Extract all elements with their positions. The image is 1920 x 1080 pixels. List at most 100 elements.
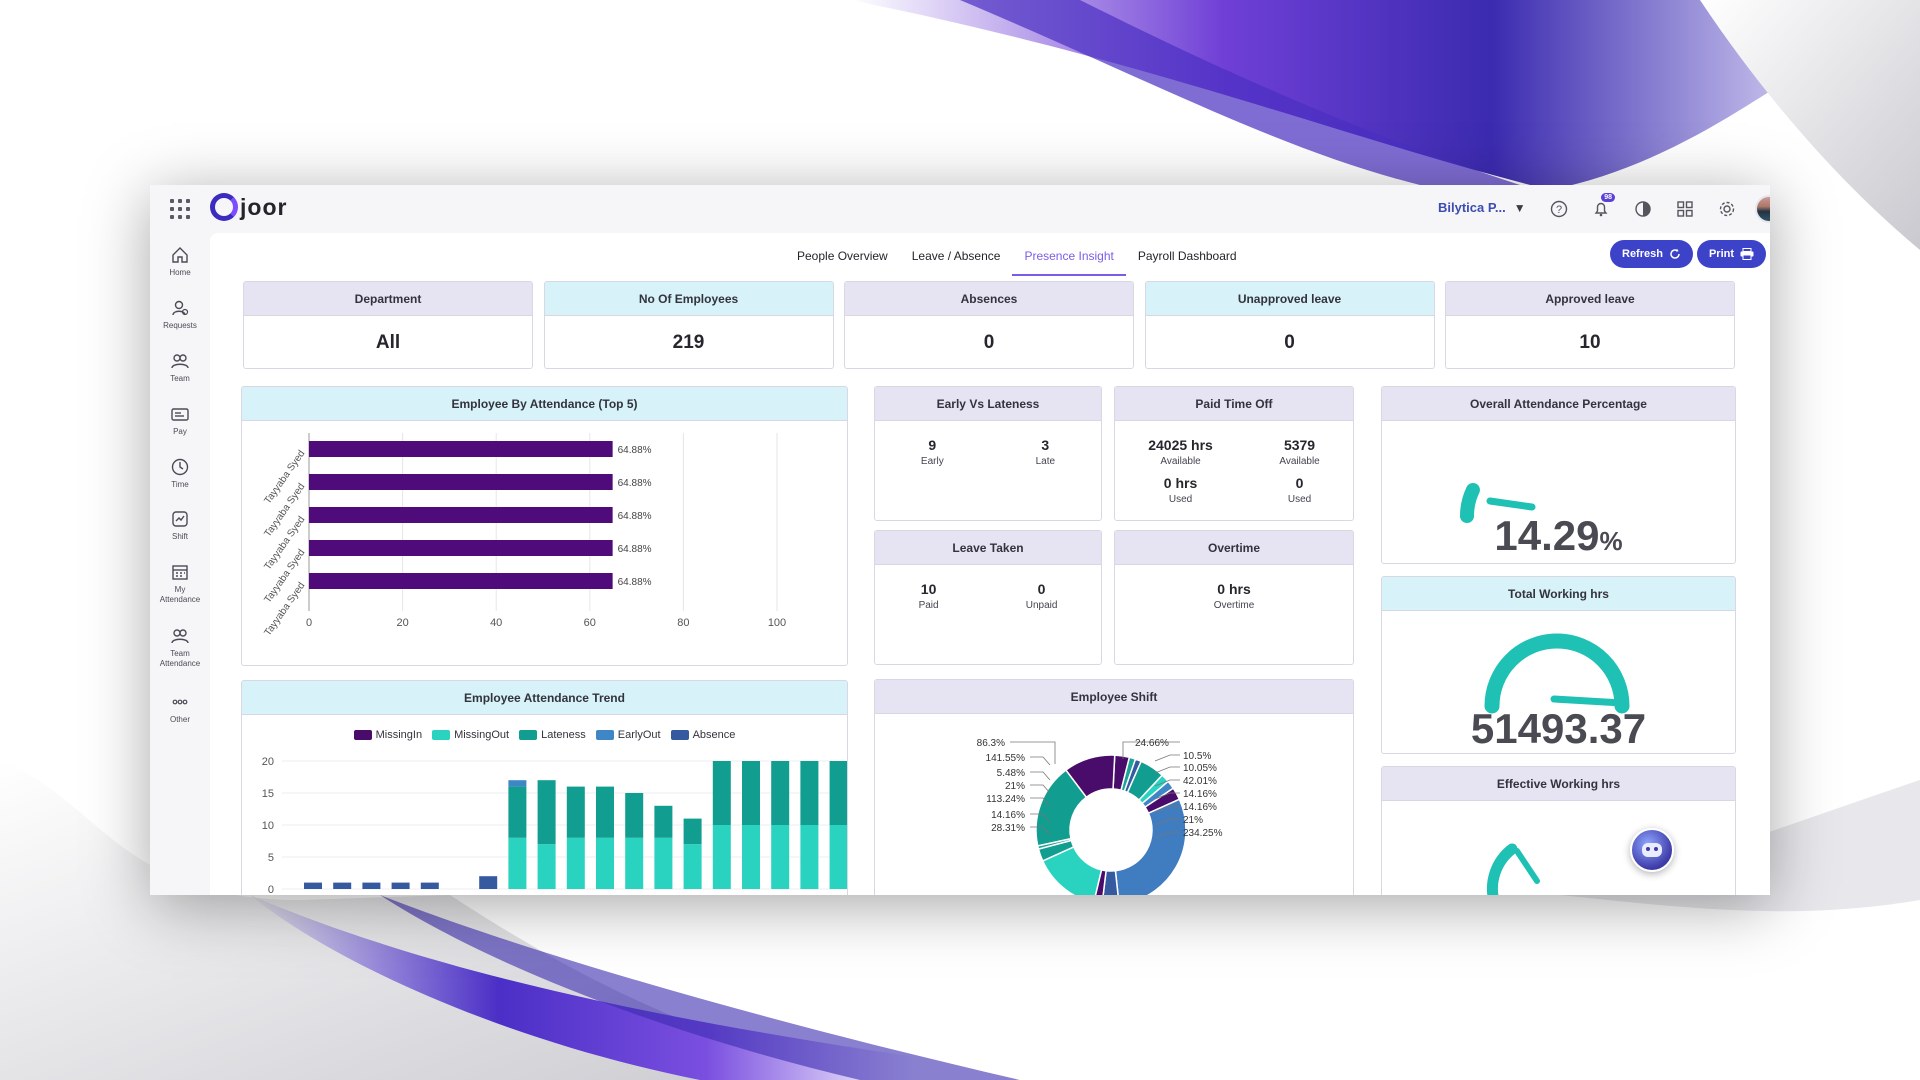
stack-segment-missingout[interactable] xyxy=(566,837,585,889)
robot-icon xyxy=(1642,843,1662,857)
stack-segment-absence[interactable] xyxy=(333,882,352,889)
app-window: joor Bilytica P... ▼ ? 98 Ho xyxy=(150,185,1770,895)
sidebar-item-my-attendance[interactable]: My Attendance xyxy=(150,562,210,605)
x-tick-label: 0 xyxy=(306,617,312,629)
bar[interactable] xyxy=(309,573,613,589)
x-tick-label: 40 xyxy=(490,617,502,629)
stack-segment-lateness[interactable] xyxy=(537,780,556,845)
legend-item[interactable]: MissingIn xyxy=(353,729,422,741)
overtime-card: Overtime 0 hrs Overtime xyxy=(1114,530,1354,665)
tab-presence-insight[interactable]: Presence Insight xyxy=(1012,243,1126,276)
stack-segment-absence[interactable] xyxy=(362,882,381,889)
sidebar-item-shift[interactable]: Shift xyxy=(150,509,210,542)
sidebar: Home Requests Team Pay Time Shift My Attendanc… xyxy=(150,233,210,895)
stack-segment-lateness[interactable] xyxy=(654,805,673,838)
stack-segment-missingout[interactable] xyxy=(596,837,614,889)
x-tick-label: 80 xyxy=(677,617,689,629)
kpi-label: Absences xyxy=(845,282,1133,316)
stack-segment-earlyout[interactable] xyxy=(508,780,527,787)
app-logo[interactable]: joor xyxy=(210,193,287,221)
sidebar-item-team-attendance[interactable]: Team Attendance xyxy=(150,626,210,669)
kpi-card-absences: Absences 0 xyxy=(844,281,1134,369)
stack-segment-missingout[interactable] xyxy=(771,825,790,889)
overall-attendance-value: 14.29% xyxy=(1494,512,1623,559)
stack-segment-lateness[interactable] xyxy=(800,761,819,825)
bar[interactable] xyxy=(309,441,613,457)
pay-icon xyxy=(171,408,189,421)
stack-segment-absence[interactable] xyxy=(479,876,498,889)
stack-segment-lateness[interactable] xyxy=(508,786,527,838)
stack-segment-missingout[interactable] xyxy=(742,825,760,889)
tab-people-overview[interactable]: People Overview xyxy=(797,249,888,263)
donut-slice[interactable] xyxy=(1064,754,1116,799)
sidebar-item-pay[interactable]: Pay xyxy=(150,404,210,437)
kpi-label: No Of Employees xyxy=(544,282,833,316)
sidebar-item-team[interactable]: Team xyxy=(150,351,210,384)
bar[interactable] xyxy=(309,474,613,490)
donut-slice[interactable] xyxy=(1114,798,1187,895)
tab-payroll-dashboard[interactable]: Payroll Dashboard xyxy=(1137,249,1237,263)
app-launcher-icon[interactable] xyxy=(168,197,192,221)
settings-gear-icon[interactable] xyxy=(1713,195,1741,223)
sidebar-item-time[interactable]: Time xyxy=(150,457,210,490)
kpi-label: Approved leave xyxy=(1446,282,1734,316)
legend-swatch xyxy=(595,730,614,740)
available-label: Available xyxy=(1279,456,1320,467)
stack-segment-absence[interactable] xyxy=(304,882,322,889)
label-leader-line xyxy=(1154,779,1180,787)
stack-segment-missingout[interactable] xyxy=(508,837,527,889)
stack-segment-lateness[interactable] xyxy=(625,793,644,838)
refresh-button[interactable]: Refresh xyxy=(1610,240,1693,268)
stack-segment-missingout[interactable] xyxy=(712,825,731,889)
print-button[interactable]: Print xyxy=(1696,240,1767,268)
sidebar-item-home[interactable]: Home xyxy=(150,245,210,278)
sidebar-item-label: Pay xyxy=(173,427,187,436)
pto-days-used: 0 xyxy=(1295,475,1304,491)
total-working-gauge xyxy=(1484,633,1630,714)
bar[interactable] xyxy=(309,507,613,523)
label-leader-line xyxy=(1030,784,1051,794)
stack-segment-lateness[interactable] xyxy=(566,786,585,838)
stack-segment-lateness[interactable] xyxy=(596,786,614,838)
stack-segment-absence[interactable] xyxy=(420,882,439,889)
total-working-hrs-card: Total Working hrs 51493.37 xyxy=(1381,576,1736,754)
stack-segment-absence[interactable] xyxy=(391,882,410,889)
total-working-value: 51493.37 xyxy=(1470,705,1647,752)
legend-item[interactable]: Absence xyxy=(670,729,736,741)
company-selector[interactable]: Bilytica P... ▼ xyxy=(1438,200,1526,215)
bar[interactable] xyxy=(309,540,613,556)
stack-segment-missingout[interactable] xyxy=(829,825,848,889)
paid-time-off-card: Paid Time Off 24025 hrs Available 0 hrs … xyxy=(1114,386,1354,521)
bell-icon[interactable]: 98 xyxy=(1587,193,1615,223)
overtime-label: Overtime xyxy=(1213,600,1255,611)
sidebar-item-requests[interactable]: Requests xyxy=(150,298,210,331)
stack-segment-lateness[interactable] xyxy=(771,761,790,825)
chatbot-assistant-button[interactable] xyxy=(1630,828,1674,872)
paid-label: Paid xyxy=(918,600,939,611)
stack-segment-lateness[interactable] xyxy=(829,761,848,825)
card-title: Overall Attendance Percentage xyxy=(1382,387,1735,421)
legend-label: Absence xyxy=(692,729,736,741)
stack-segment-lateness[interactable] xyxy=(712,761,731,825)
legend-item[interactable]: Lateness xyxy=(519,729,586,741)
card-title: Overtime xyxy=(1115,531,1353,565)
tab-leave-absence[interactable]: Leave / Absence xyxy=(911,249,1001,263)
stack-segment-missingout[interactable] xyxy=(537,844,556,889)
stack-segment-missingout[interactable] xyxy=(654,837,673,889)
sidebar-item-other[interactable]: Other xyxy=(150,692,210,725)
legend-item[interactable]: EarlyOut xyxy=(595,729,661,741)
theme-toggle-icon[interactable] xyxy=(1629,195,1657,223)
stack-segment-lateness[interactable] xyxy=(683,818,702,845)
leave-taken-card: Leave Taken 10 Paid 0 Unpaid xyxy=(874,530,1102,665)
stack-segment-lateness[interactable] xyxy=(742,761,760,825)
help-icon[interactable]: ? xyxy=(1545,195,1573,223)
slice-label: 24.66% xyxy=(1135,738,1169,749)
bar-data-label: 64.88% xyxy=(618,577,652,588)
stack-segment-missingout[interactable] xyxy=(800,825,819,889)
legend-item[interactable]: MissingOut xyxy=(432,729,509,741)
user-avatar[interactable] xyxy=(1755,195,1770,223)
home-icon xyxy=(172,247,188,263)
apps-grid-icon[interactable] xyxy=(1671,195,1699,223)
stack-segment-missingout[interactable] xyxy=(625,837,644,889)
stack-segment-missingout[interactable] xyxy=(683,844,702,889)
